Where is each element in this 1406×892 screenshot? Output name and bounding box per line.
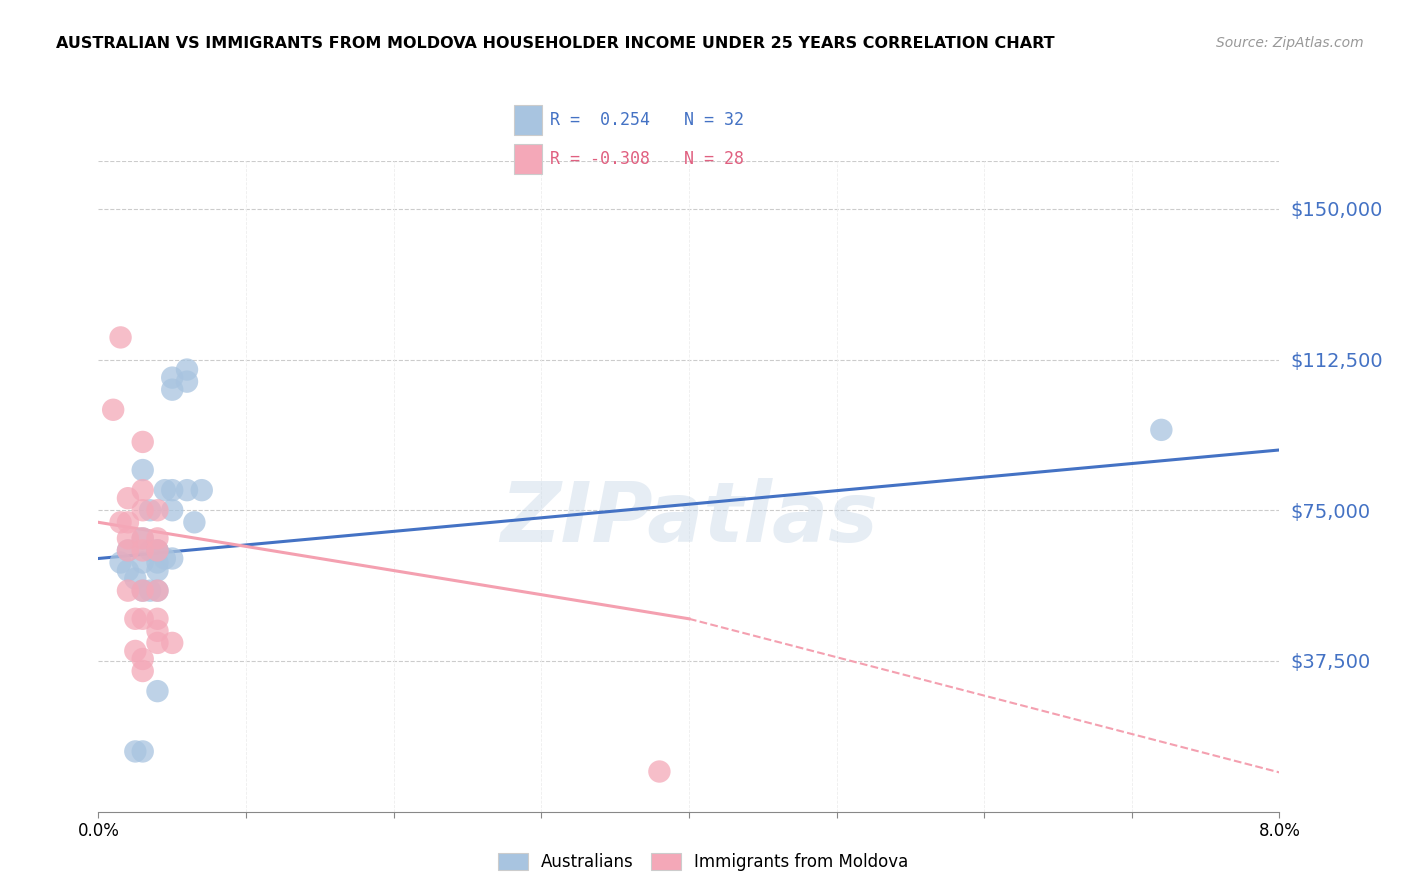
Point <box>132 532 155 546</box>
Text: N = 32: N = 32 <box>685 112 744 129</box>
Point <box>132 612 155 626</box>
Point <box>146 503 169 517</box>
Point <box>1150 423 1173 437</box>
Point <box>132 434 155 449</box>
Text: ZIPatlas: ZIPatlas <box>501 478 877 559</box>
Point <box>124 644 146 658</box>
Text: R =  0.254: R = 0.254 <box>550 112 650 129</box>
Point <box>117 532 139 546</box>
Text: N = 28: N = 28 <box>685 150 744 168</box>
Point <box>648 764 671 779</box>
Point <box>139 503 162 517</box>
Point <box>162 636 183 650</box>
Text: R = -0.308: R = -0.308 <box>550 150 650 168</box>
Point <box>110 330 132 344</box>
Point <box>132 503 155 517</box>
Point <box>146 636 169 650</box>
Text: AUSTRALIAN VS IMMIGRANTS FROM MOLDOVA HOUSEHOLDER INCOME UNDER 25 YEARS CORRELAT: AUSTRALIAN VS IMMIGRANTS FROM MOLDOVA HO… <box>56 36 1054 51</box>
Point <box>176 362 198 376</box>
Point <box>132 664 155 678</box>
Point <box>132 744 155 758</box>
Bar <box>515 144 541 175</box>
Point <box>132 483 155 498</box>
Point <box>132 583 155 598</box>
Point <box>162 503 183 517</box>
Point <box>139 543 162 558</box>
Point <box>139 583 162 598</box>
Legend: Australians, Immigrants from Moldova: Australians, Immigrants from Moldova <box>489 845 917 880</box>
Point <box>117 543 139 558</box>
Text: Source: ZipAtlas.com: Source: ZipAtlas.com <box>1216 36 1364 50</box>
Point <box>117 583 139 598</box>
Point <box>146 684 169 698</box>
Point <box>132 556 155 570</box>
Point <box>110 516 132 530</box>
Point <box>132 543 155 558</box>
Point <box>176 375 198 389</box>
Point <box>117 543 139 558</box>
Point <box>191 483 214 498</box>
Point <box>124 612 146 626</box>
Bar <box>515 105 541 136</box>
Point <box>132 583 155 598</box>
Point <box>132 652 155 666</box>
Point <box>110 556 132 570</box>
Point <box>153 551 176 566</box>
Point <box>132 532 155 546</box>
Point <box>124 744 146 758</box>
Point <box>162 483 183 498</box>
Point <box>146 556 169 570</box>
Point <box>146 543 169 558</box>
Point <box>132 463 155 477</box>
Point <box>162 551 183 566</box>
Point <box>153 483 176 498</box>
Point <box>183 516 205 530</box>
Point <box>162 383 183 397</box>
Point <box>176 483 198 498</box>
Point <box>146 612 169 626</box>
Point <box>117 491 139 506</box>
Point <box>146 583 169 598</box>
Point <box>146 543 169 558</box>
Point <box>146 564 169 578</box>
Point <box>146 624 169 638</box>
Point <box>146 583 169 598</box>
Point <box>146 543 169 558</box>
Point <box>103 402 125 417</box>
Point <box>117 564 139 578</box>
Point <box>124 572 146 586</box>
Point <box>117 516 139 530</box>
Point <box>162 370 183 384</box>
Point <box>146 532 169 546</box>
